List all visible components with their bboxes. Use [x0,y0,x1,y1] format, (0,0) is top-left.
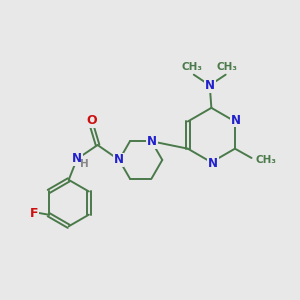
Text: O: O [86,114,97,127]
Text: H: H [80,159,89,169]
Text: N: N [147,135,157,148]
Text: N: N [72,152,82,166]
Text: CH₃: CH₃ [256,154,277,165]
Text: F: F [30,206,38,220]
Text: CH₃: CH₃ [182,62,203,72]
Text: N: N [113,154,124,166]
Text: N: N [205,79,215,92]
Text: N: N [231,114,241,127]
Text: N: N [208,157,218,170]
Text: CH₃: CH₃ [217,62,238,72]
